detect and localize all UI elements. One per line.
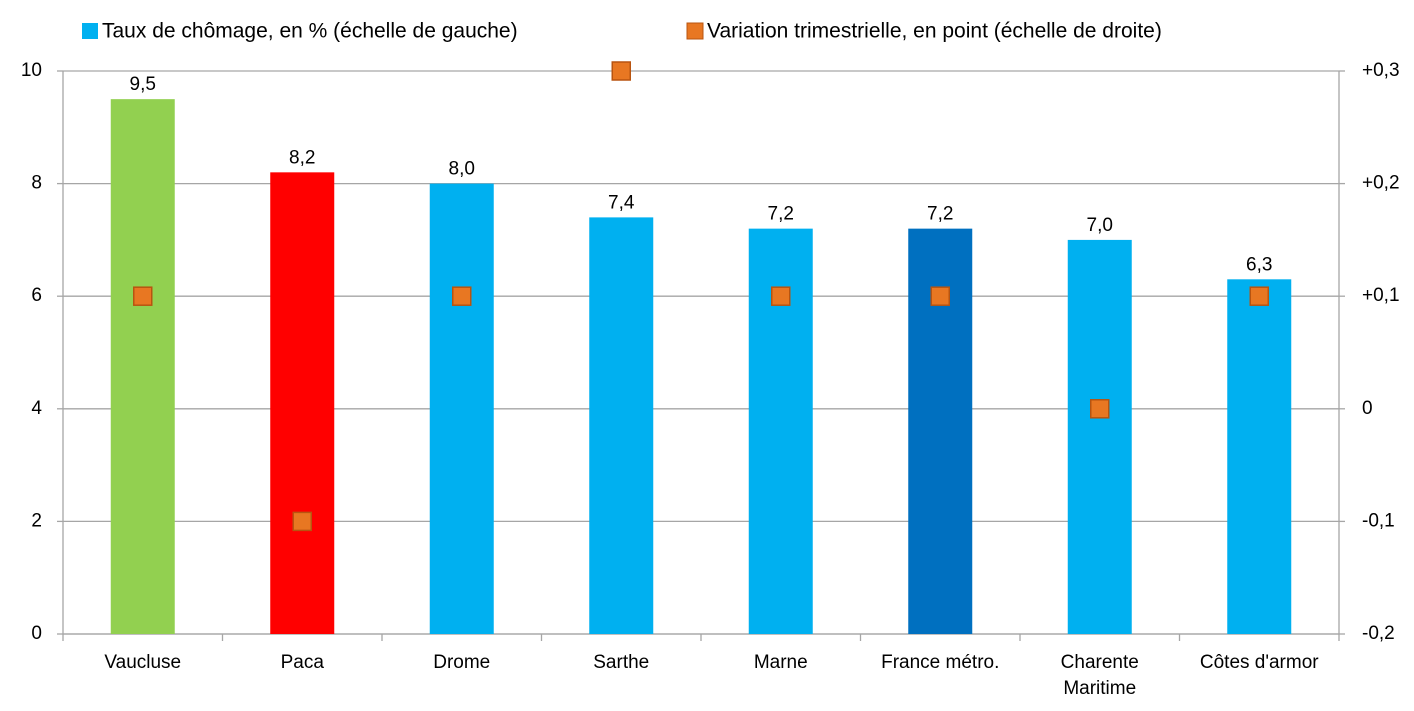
x-tick-label: Vaucluse bbox=[104, 652, 182, 673]
marker bbox=[771, 286, 791, 306]
marker bbox=[1249, 286, 1269, 306]
value-label: 8,0 bbox=[449, 159, 475, 180]
y2-tick-label: 0 bbox=[1362, 398, 1373, 419]
y2-tick-label: -0,2 bbox=[1362, 623, 1395, 644]
bar bbox=[1227, 279, 1292, 634]
value-label: 6,3 bbox=[1246, 254, 1272, 275]
value-label: 8,2 bbox=[289, 147, 315, 168]
y-tick-label: 10 bbox=[21, 60, 42, 81]
legend-swatch bbox=[686, 22, 704, 40]
bar bbox=[1067, 239, 1132, 634]
x-tick-label: Côtes d'armor bbox=[1199, 652, 1319, 673]
legend-label: Variation trimestrielle, en point (échel… bbox=[707, 20, 1162, 43]
x-tick-label: Charente Maritime bbox=[1060, 652, 1139, 699]
marker bbox=[1090, 399, 1110, 419]
y2-tick-label: +0,1 bbox=[1362, 285, 1400, 306]
value-label: 7,2 bbox=[927, 204, 953, 225]
marker bbox=[930, 286, 950, 306]
x-tick-label: Drome bbox=[433, 652, 491, 673]
y-tick-label: 2 bbox=[31, 510, 42, 531]
x-tick-label: Marne bbox=[753, 652, 808, 673]
y-tick-label: 0 bbox=[31, 623, 42, 644]
y-tick-label: 6 bbox=[31, 285, 42, 306]
marker bbox=[452, 286, 472, 306]
y-tick-label: 4 bbox=[31, 398, 42, 419]
y2-tick-label: +0,2 bbox=[1362, 173, 1400, 194]
x-tick-label: Paca bbox=[280, 652, 324, 673]
value-label: 7,0 bbox=[1087, 215, 1113, 236]
legend-swatch bbox=[82, 23, 98, 39]
bar bbox=[429, 183, 494, 634]
x-tick-label: France métro. bbox=[881, 652, 1000, 673]
value-label: 9,5 bbox=[130, 74, 156, 95]
marker bbox=[292, 511, 312, 532]
value-label: 7,4 bbox=[608, 192, 635, 213]
marker bbox=[611, 61, 631, 81]
bar bbox=[110, 99, 175, 634]
bar bbox=[589, 217, 654, 634]
marker bbox=[133, 286, 153, 306]
y-tick-label: 8 bbox=[31, 173, 42, 194]
x-tick-label: Sarthe bbox=[593, 652, 650, 673]
y2-tick-label: +0,3 bbox=[1362, 60, 1400, 81]
legend-label: Taux de chômage, en % (échelle de gauche… bbox=[102, 20, 518, 43]
y2-tick-label: -0,1 bbox=[1362, 510, 1395, 531]
value-label: 7,2 bbox=[768, 204, 794, 225]
bar bbox=[270, 172, 335, 634]
